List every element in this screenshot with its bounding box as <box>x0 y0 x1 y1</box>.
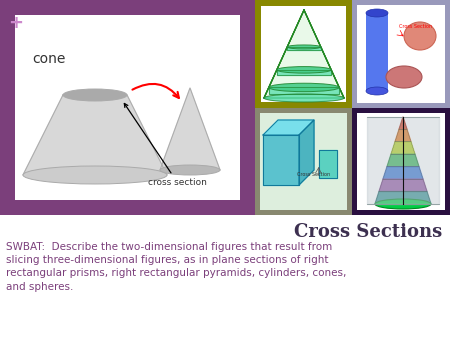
Polygon shape <box>375 192 431 204</box>
Polygon shape <box>367 117 439 204</box>
Bar <box>357 113 445 210</box>
Text: +: + <box>8 14 23 32</box>
Polygon shape <box>160 88 220 170</box>
Ellipse shape <box>366 9 388 17</box>
Bar <box>366 13 388 91</box>
Ellipse shape <box>23 166 167 184</box>
Polygon shape <box>383 167 423 179</box>
Polygon shape <box>263 135 299 185</box>
Polygon shape <box>319 150 337 178</box>
Text: SWBAT:  Describe the two-dimensional figures that result from
slicing three-dime: SWBAT: Describe the two-dimensional figu… <box>6 242 346 292</box>
Ellipse shape <box>277 67 331 73</box>
Polygon shape <box>269 88 339 94</box>
Ellipse shape <box>63 89 127 101</box>
Polygon shape <box>287 47 321 50</box>
Polygon shape <box>263 120 314 135</box>
Polygon shape <box>399 117 407 129</box>
Ellipse shape <box>287 45 321 49</box>
Ellipse shape <box>160 165 220 175</box>
Bar <box>352 0 450 108</box>
Bar <box>0 0 255 215</box>
Polygon shape <box>299 120 314 185</box>
Bar <box>15 15 240 200</box>
Ellipse shape <box>375 199 431 209</box>
Polygon shape <box>387 154 419 167</box>
Bar <box>352 108 450 215</box>
Polygon shape <box>277 70 331 75</box>
Text: Cross Section: Cross Section <box>297 172 330 177</box>
Bar <box>357 5 445 103</box>
Text: Cross Section: Cross Section <box>399 24 432 29</box>
Polygon shape <box>395 129 411 142</box>
Polygon shape <box>391 142 415 154</box>
Bar <box>255 0 352 108</box>
Polygon shape <box>23 95 167 175</box>
Bar <box>255 108 352 215</box>
Text: cross section: cross section <box>124 103 207 187</box>
Text: cone: cone <box>32 52 65 66</box>
Ellipse shape <box>366 87 388 95</box>
Ellipse shape <box>404 22 436 50</box>
Bar <box>261 6 346 102</box>
Text: Cross Sections: Cross Sections <box>294 223 442 241</box>
Polygon shape <box>379 179 427 192</box>
Polygon shape <box>264 10 344 98</box>
Bar <box>260 113 347 210</box>
Ellipse shape <box>264 94 344 102</box>
Ellipse shape <box>269 83 339 92</box>
Ellipse shape <box>386 66 422 88</box>
